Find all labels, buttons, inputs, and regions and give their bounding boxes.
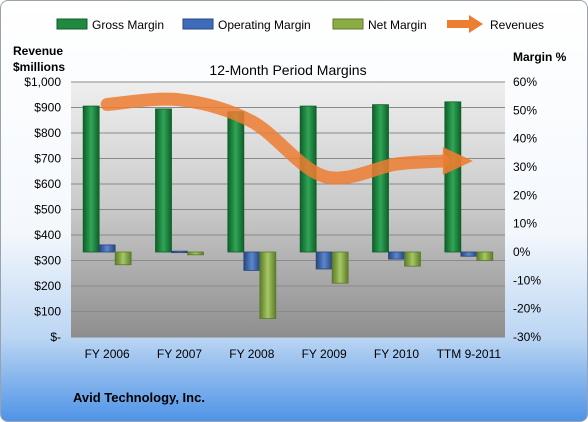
x-tick-label: FY 2010 [374, 347, 419, 361]
left-tick-label: $500 [34, 203, 61, 217]
bar-net-margin [476, 251, 494, 261]
bar-operating-margin [243, 251, 261, 271]
bar-net-margin [404, 251, 421, 267]
revenue-line [100, 92, 473, 185]
legend-label-revenues: Revenues [490, 18, 544, 32]
left-tick-label: $700 [34, 152, 61, 166]
left-tick-label: $200 [34, 279, 61, 293]
chart-title: 12-Month Period Margins [209, 62, 366, 78]
right-tick-label: 10% [513, 217, 537, 231]
right-axis-title: Margin % [513, 50, 567, 64]
bar-operating-margin [315, 251, 333, 270]
bar-operating-margin [98, 244, 116, 253]
legend-swatch-operating-margin [182, 18, 214, 30]
right-tick-label: 60% [513, 75, 537, 89]
bar-operating-margin [171, 250, 188, 254]
legend-label-operating-margin: Operating Margin [218, 18, 311, 32]
legend-label-net-margin: Net Margin [368, 18, 427, 32]
legend-swatch-revenues [447, 15, 483, 33]
right-tick-label: 0% [513, 245, 531, 259]
bar-gross-margin [155, 108, 172, 253]
x-tick-label: FY 2006 [85, 347, 130, 361]
company-name: Avid Technology, Inc. [73, 390, 205, 405]
left-tick-label: $100 [34, 305, 61, 319]
left-tick-label: $- [50, 330, 61, 344]
bar-net-margin [114, 251, 132, 266]
x-tick-label: FY 2007 [157, 347, 202, 361]
x-tick-label: FY 2008 [229, 347, 274, 361]
bar-net-margin [187, 251, 204, 256]
right-tick-label: -30% [513, 330, 541, 344]
left-tick-label: $600 [34, 177, 61, 191]
left-tick-label: $1,000 [24, 75, 61, 89]
left-tick-label: $400 [34, 228, 61, 242]
bar-net-margin [331, 251, 349, 284]
bar-operating-margin [388, 251, 405, 260]
x-tick-label: TTM 9-2011 [437, 347, 502, 361]
right-axis-ticks: -30% -20% -10% 0% 10% 20% 30% 40% 50% 60% [513, 75, 541, 344]
right-tick-label: 20% [513, 188, 537, 202]
bar-net-margin [259, 251, 277, 319]
legend-swatch-gross-margin [56, 18, 88, 30]
right-tick-label: 50% [513, 103, 537, 117]
x-tick-label: FY 2009 [302, 347, 347, 361]
bar-operating-margin [460, 251, 478, 257]
left-axis-title-line2: $millions [13, 60, 65, 74]
legend-label-gross-margin: Gross Margin [92, 18, 164, 32]
bar-gross-margin [82, 105, 100, 253]
bar-gross-margin [444, 101, 462, 253]
legend-swatch-net-margin [332, 18, 364, 30]
bar-marks [82, 101, 494, 319]
left-tick-label: $800 [34, 126, 61, 140]
x-axis-ticks: FY 2006 FY 2007 FY 2008 FY 2009 FY 2010 TTM 9… [85, 347, 502, 361]
right-tick-label: -10% [513, 273, 541, 287]
grid-lines [71, 81, 505, 338]
right-tick-label: 40% [513, 132, 537, 146]
revenue-line-path [100, 92, 450, 185]
left-tick-label: $900 [34, 101, 61, 115]
left-tick-label: $300 [34, 254, 61, 268]
legend: Gross Margin Operating Margin Net Margin… [56, 15, 544, 33]
bar-gross-margin [227, 111, 245, 253]
revenue-arrow-head [442, 147, 473, 176]
bar-gross-margin [372, 104, 389, 253]
left-axis-title-line1: Revenue [13, 44, 63, 58]
right-tick-label: -20% [513, 302, 541, 316]
left-axis-ticks: $- $100 $200 $300 $400 $500 $600 $700 $800 $900 $1… [24, 75, 61, 344]
right-tick-label: 30% [513, 160, 537, 174]
